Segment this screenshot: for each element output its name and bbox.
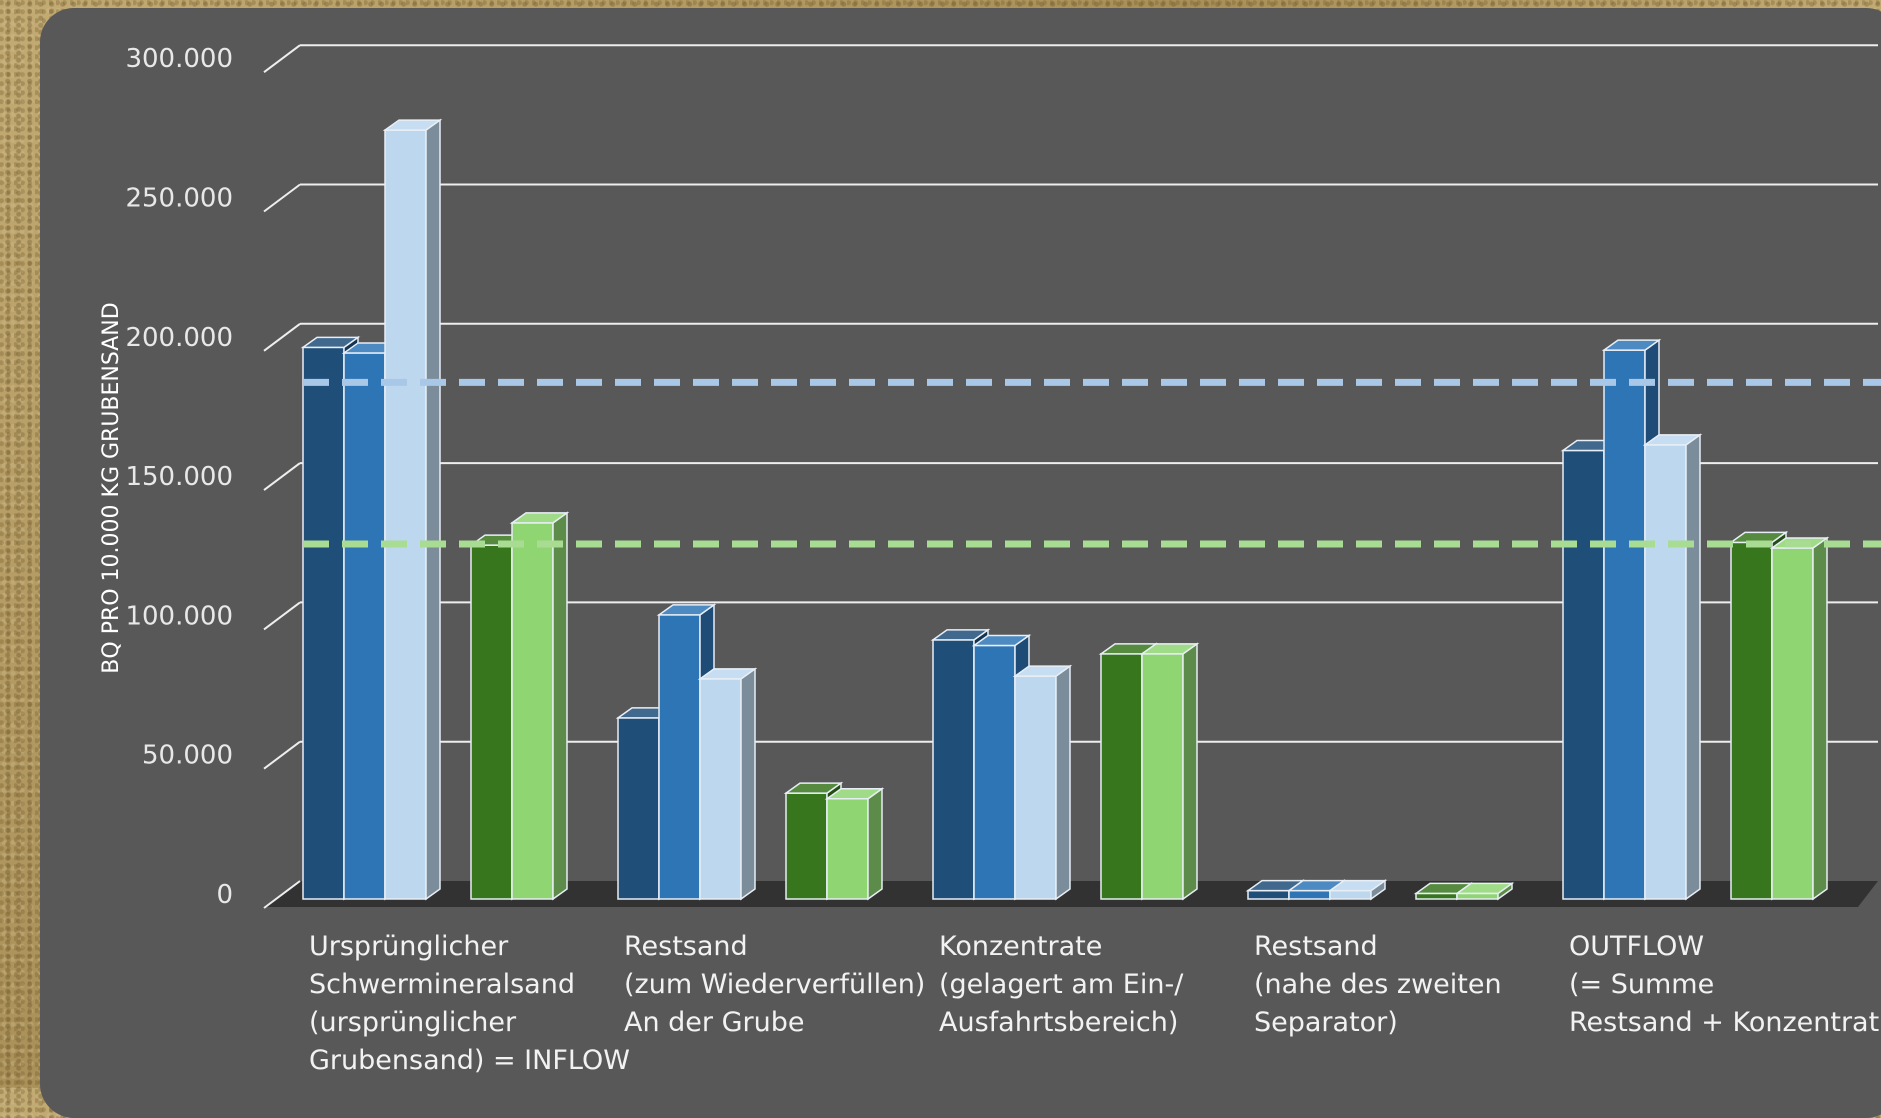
bar-blue-3 (1012, 664, 1073, 901)
bar-blue-3-front (384, 129, 427, 900)
category-label: Separator) (1254, 1007, 1398, 1038)
bar-blue-3-side (740, 667, 756, 901)
category-label: (ursprünglicher (309, 1007, 517, 1038)
gridline-diagonal (263, 601, 301, 631)
bar-blue-2-front (343, 352, 386, 900)
bar-chart: 0 50.000 100.000 150.000 200.000 250.000 300.0… (99, 44, 1881, 1076)
y-tick-label: 0 (216, 880, 233, 910)
category-label: Ursprünglicher (309, 931, 509, 962)
bar-green-2-front (826, 797, 869, 900)
gridline-diagonal (263, 462, 301, 491)
bar-blue-1-front (617, 717, 660, 900)
bar-blue-1-front (1562, 449, 1605, 900)
bar-blue-1-front (302, 346, 345, 900)
bar-green-2-front (1456, 892, 1499, 900)
category-label: Schwermineralsand (309, 969, 575, 1000)
bar-blue-2-front (1603, 349, 1646, 900)
bar-green-2-top (1139, 643, 1200, 655)
bars-layer (300, 118, 1830, 901)
bar-green-2-front (511, 522, 554, 900)
bar-blue-3-top (1012, 665, 1073, 677)
category-label: Restsand (624, 931, 748, 962)
category-label: (= Summe (1569, 969, 1714, 1000)
gridline-diagonal (263, 183, 301, 213)
category-label: Grubensand) = INFLOW (309, 1045, 630, 1076)
bar-blue-3-top (1327, 879, 1388, 892)
bar-green-2-front (1771, 547, 1814, 900)
category-label: Konzentrate (939, 931, 1102, 962)
bar-blue-2-top (656, 604, 717, 616)
bar-green-1-front (1730, 541, 1773, 900)
bar-green-2 (1139, 642, 1200, 901)
bar-blue-3-top (382, 119, 443, 131)
bar-blue-3-side (1685, 433, 1701, 901)
bar-blue-3-front (699, 678, 742, 900)
bar-green-1-front (470, 544, 513, 900)
category-label: (gelagert am Ein-/ (939, 969, 1184, 1000)
category-label: (zum Wiederverfüllen) (624, 969, 925, 1000)
bar-blue-1-top (300, 336, 361, 349)
gridline-diagonal (263, 880, 301, 909)
reference-lines-layer (303, 378, 1881, 548)
bar-blue-2-front (1288, 889, 1331, 900)
bar-blue-1-front (1247, 889, 1290, 900)
bar-blue-1-top (930, 629, 991, 641)
bar-green-2-side (1182, 642, 1198, 901)
gridline-diagonal (263, 740, 301, 770)
bar-green-2-side (552, 511, 568, 901)
bar-blue-3-front (1644, 444, 1687, 900)
bar-blue-3 (382, 118, 443, 901)
bar-green-2-top (509, 512, 570, 524)
bar-blue-3 (1642, 433, 1703, 901)
bar-blue-3-top (697, 668, 758, 680)
bar-green-1-front (1415, 892, 1458, 900)
y-tick-label: 150.000 (125, 462, 233, 492)
bar-blue-2-front (658, 614, 701, 900)
bar-green-2 (509, 511, 570, 901)
bar-green-2 (1454, 881, 1515, 901)
bar-green-2-side (1812, 536, 1828, 901)
bar-blue-3-side (1055, 664, 1071, 901)
bar-green-2 (824, 787, 885, 901)
y-tick-label: 200.000 (125, 323, 233, 353)
y-tick-label: 300.000 (125, 44, 233, 74)
category-label: OUTFLOW (1569, 931, 1704, 962)
gridline-diagonal (263, 44, 301, 73)
y-tick-label: 250.000 (125, 184, 233, 214)
bar-green-2 (1769, 536, 1830, 901)
bar-blue-3-side (425, 118, 441, 901)
bar-green-1-top (783, 782, 844, 794)
bar-blue-3 (697, 667, 758, 901)
labels-layer: 0 50.000 100.000 150.000 200.000 250.000 300.0… (99, 44, 1881, 1076)
category-label: Ausfahrtsbereich) (939, 1007, 1178, 1038)
bar-blue-3-front (1014, 675, 1057, 900)
category-label: (nahe des zweiten (1254, 969, 1502, 1000)
y-axis-label: BQ PRO 10.000 KG GRUBENSAND (99, 302, 124, 673)
bar-blue-3-top (1642, 434, 1703, 446)
bar-green-1-front (785, 792, 828, 900)
category-label: Restsand + Konzentrat) (1569, 1007, 1881, 1038)
category-label: An der Grube (624, 1007, 804, 1038)
category-label: Restsand (1254, 931, 1378, 962)
y-tick-label: 100.000 (125, 601, 233, 631)
bar-blue-1-front (932, 639, 975, 900)
bar-green-2-top (824, 787, 885, 800)
bar-blue-2-top (971, 634, 1032, 647)
bar-blue-3-front (1329, 889, 1372, 900)
bar-blue-3 (1327, 879, 1388, 901)
bar-green-2-side (867, 787, 883, 901)
bar-blue-2-front (973, 644, 1016, 900)
bar-green-2-top (1454, 882, 1515, 895)
bar-green-2-front (1141, 653, 1184, 900)
gridline-diagonal (263, 322, 301, 352)
bar-green-1-front (1100, 653, 1143, 900)
bar-blue-2-top (1601, 339, 1662, 351)
y-tick-label: 50.000 (142, 741, 233, 771)
